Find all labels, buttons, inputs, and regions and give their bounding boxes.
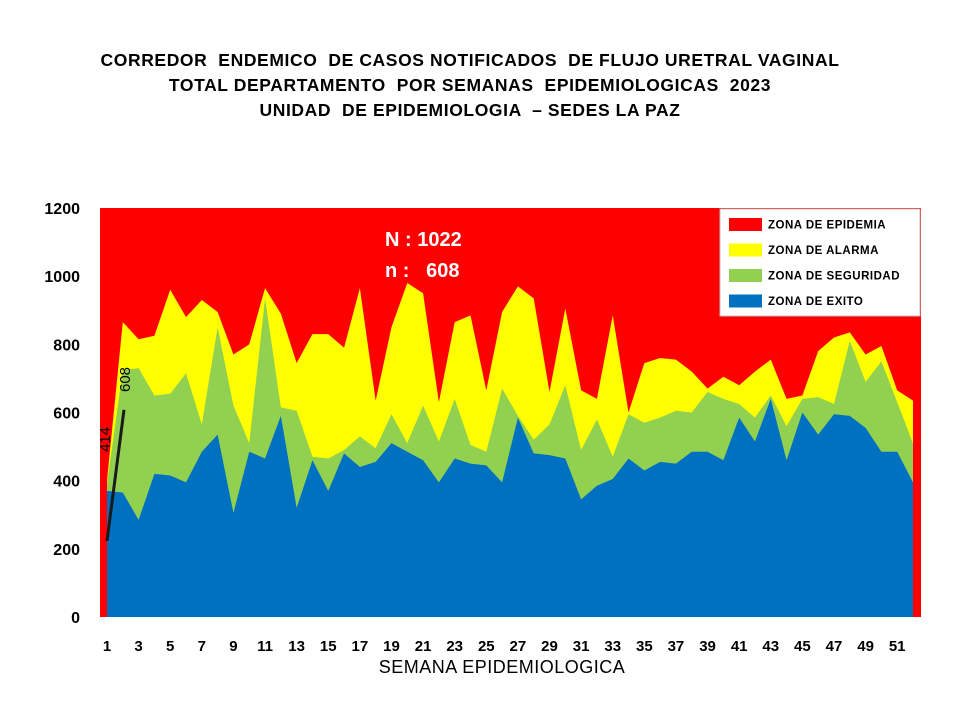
x-tick-label: 51 — [889, 638, 906, 655]
legend: ZONA DE EPIDEMIA ZONA DE ALARMA ZONA DE SE… — [719, 208, 921, 317]
x-tick-label: 15 — [320, 638, 337, 655]
y-tick-label: 600 — [53, 406, 80, 423]
observed-n-label: n : 608 — [385, 260, 459, 282]
x-tick-label: 7 — [198, 638, 206, 655]
x-tick-label: 33 — [604, 638, 621, 655]
x-tick-label: 23 — [446, 638, 463, 655]
x-tick-label: 1 — [103, 638, 111, 655]
legend-swatch-zona-de-alarma — [729, 243, 762, 257]
slope-to-label: 608 — [117, 367, 134, 392]
x-tick-label: 49 — [857, 638, 874, 655]
x-tick-label: 9 — [229, 638, 237, 655]
x-tick-label: 5 — [166, 638, 174, 655]
x-tick-label: 13 — [288, 638, 305, 655]
x-tick-label: 45 — [794, 638, 811, 655]
x-tick-label: 19 — [383, 638, 400, 655]
legend-swatch-zona-de-exito — [729, 294, 762, 308]
x-tick-label: 11 — [257, 638, 273, 655]
x-tick-label: 35 — [636, 638, 653, 655]
slope-from-label: 414 — [97, 427, 114, 452]
title-line-2: TOTAL DEPARTAMENTO POR SEMANAS EPIDEMIOL… — [168, 75, 772, 95]
y-tick-label: 0 — [71, 610, 80, 627]
y-tick-label: 1000 — [44, 269, 80, 286]
x-tick-label: 27 — [510, 638, 527, 655]
area-zona-de-exito — [107, 398, 913, 617]
total-N-label: N : 1022 — [385, 229, 462, 251]
x-tick-label: 39 — [699, 638, 716, 655]
legend-swatch-zona-de-epidemia — [729, 218, 762, 231]
x-tick-label: 17 — [352, 638, 369, 655]
legend-label-zona-de-exito: ZONA DE EXITO — [768, 296, 863, 308]
x-tick-label: 41 — [731, 638, 748, 655]
x-axis-ticks: 1 3 5 7 9 11 13 15 17 19 21 23 25 27 29 31 33 35 37 39 41 43 4… — [103, 638, 906, 655]
legend-swatch-zona-de-seguridad — [729, 269, 762, 282]
x-tick-label: 31 — [573, 638, 590, 655]
legend-label-zona-de-seguridad: ZONA DE SEGURIDAD — [768, 271, 900, 283]
x-tick-label: 47 — [826, 638, 843, 655]
legend-label-zona-de-alarma: ZONA DE ALARMA — [768, 245, 879, 257]
plot-area — [100, 208, 921, 617]
y-tick-label: 200 — [53, 542, 80, 559]
chart-title: CORREDOR ENDEMICO DE CASOS NOTIFICADOS D… — [0, 48, 940, 123]
slope-annotation: 414 608 — [97, 367, 134, 542]
y-tick-label: 1200 — [44, 201, 80, 218]
title-line-1: CORREDOR ENDEMICO DE CASOS NOTIFICADOS D… — [100, 50, 840, 70]
x-tick-label: 43 — [762, 638, 779, 655]
title-line-3: UNIDAD DE EPIDEMIOLOGIA – SEDES LA PAZ — [259, 100, 681, 120]
y-axis-ticks: 0 200 400 600 800 1000 1200 — [44, 201, 80, 627]
x-axis-label: SEMANA EPIDEMIOLOGICA — [379, 657, 626, 677]
x-tick-label: 25 — [478, 638, 495, 655]
slope-line — [105, 409, 126, 542]
x-tick-label: 29 — [541, 638, 558, 655]
x-tick-label: 37 — [668, 638, 685, 655]
y-tick-label: 400 — [53, 474, 80, 491]
y-tick-label: 800 — [53, 337, 80, 354]
x-tick-label: 21 — [415, 638, 432, 655]
x-tick-label: 3 — [134, 638, 142, 655]
legend-label-zona-de-epidemia: ZONA DE EPIDEMIA — [768, 220, 886, 232]
